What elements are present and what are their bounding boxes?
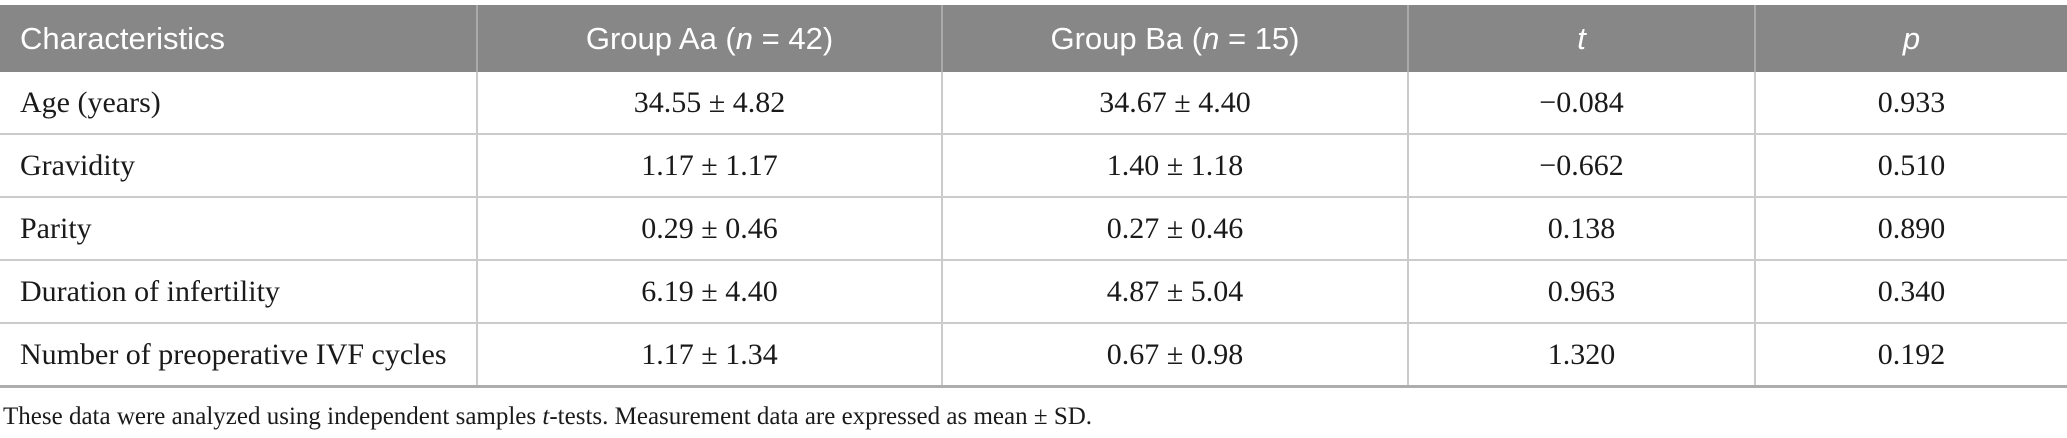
header-italic-t: t [1577,20,1586,56]
table-footnote: These data were analyzed using independe… [3,401,2067,432]
cell-characteristic: Number of preoperative IVF cycles [0,323,478,388]
header-italic-n: n [735,20,754,56]
header-italic-n: n [1202,20,1220,56]
cell-characteristic: Gravidity [0,134,478,198]
cell-group-ba: 34.67 ± 4.40 [942,72,1409,135]
col-header-t: t [1408,5,1756,72]
header-text-part: = 15) [1219,20,1300,56]
footnote-italic-t: t [542,403,550,430]
header-text-part: = 42) [753,20,834,56]
cell-group-aa: 34.55 ± 4.82 [477,72,943,135]
cell-group-aa: 0.29 ± 0.46 [477,197,943,261]
col-header-group-ba: Group Ba (n = 15) [942,5,1409,72]
cell-group-ba: 4.87 ± 5.04 [942,260,1409,324]
header-text-part: Group Aa ( [585,20,736,56]
table-row: Number of preoperative IVF cycles 1.17 ±… [0,323,2067,388]
footnote-text-part: These data were analyzed using independe… [3,403,543,430]
header-italic-p: p [1902,20,1921,56]
table-row: Duration of infertility 6.19 ± 4.40 4.87… [0,260,2067,324]
cell-t-value: −0.662 [1408,134,1756,198]
col-header-characteristics: Characteristics [0,5,478,72]
cell-group-aa: 1.17 ± 1.17 [477,134,943,198]
cell-group-ba: 0.27 ± 0.46 [942,197,1409,261]
cell-t-value: 1.320 [1408,323,1756,388]
cell-p-value: 0.192 [1755,323,2067,388]
table-row: Gravidity 1.17 ± 1.17 1.40 ± 1.18 −0.662… [0,134,2067,198]
header-text-part: Group Ba ( [1050,20,1203,56]
col-header-group-aa: Group Aa (n = 42) [477,5,943,72]
cell-t-value: 0.963 [1408,260,1756,324]
cell-characteristic: Duration of infertility [0,260,478,324]
table-row: Age (years) 34.55 ± 4.82 34.67 ± 4.40 −0… [0,72,2067,135]
cell-p-value: 0.510 [1755,134,2067,198]
cell-group-aa: 1.17 ± 1.34 [477,323,943,388]
footnote-text-part: -tests. Measurement data are expressed a… [549,403,1093,430]
col-header-p: p [1755,5,2067,72]
cell-t-value: 0.138 [1408,197,1756,261]
cell-characteristic: Age (years) [0,72,478,135]
table-header-row: Characteristics Group Aa (n = 42) Group … [0,5,2067,72]
cell-group-aa: 6.19 ± 4.40 [477,260,943,324]
cell-p-value: 0.340 [1755,260,2067,324]
table-row: Parity 0.29 ± 0.46 0.27 ± 0.46 0.138 0.8… [0,197,2067,261]
characteristics-table: Characteristics Group Aa (n = 42) Group … [0,5,2067,388]
cell-p-value: 0.890 [1755,197,2067,261]
cell-p-value: 0.933 [1755,72,2067,135]
cell-group-ba: 1.40 ± 1.18 [942,134,1409,198]
cell-group-ba: 0.67 ± 0.98 [942,323,1409,388]
cell-characteristic: Parity [0,197,478,261]
cell-t-value: −0.084 [1408,72,1756,135]
